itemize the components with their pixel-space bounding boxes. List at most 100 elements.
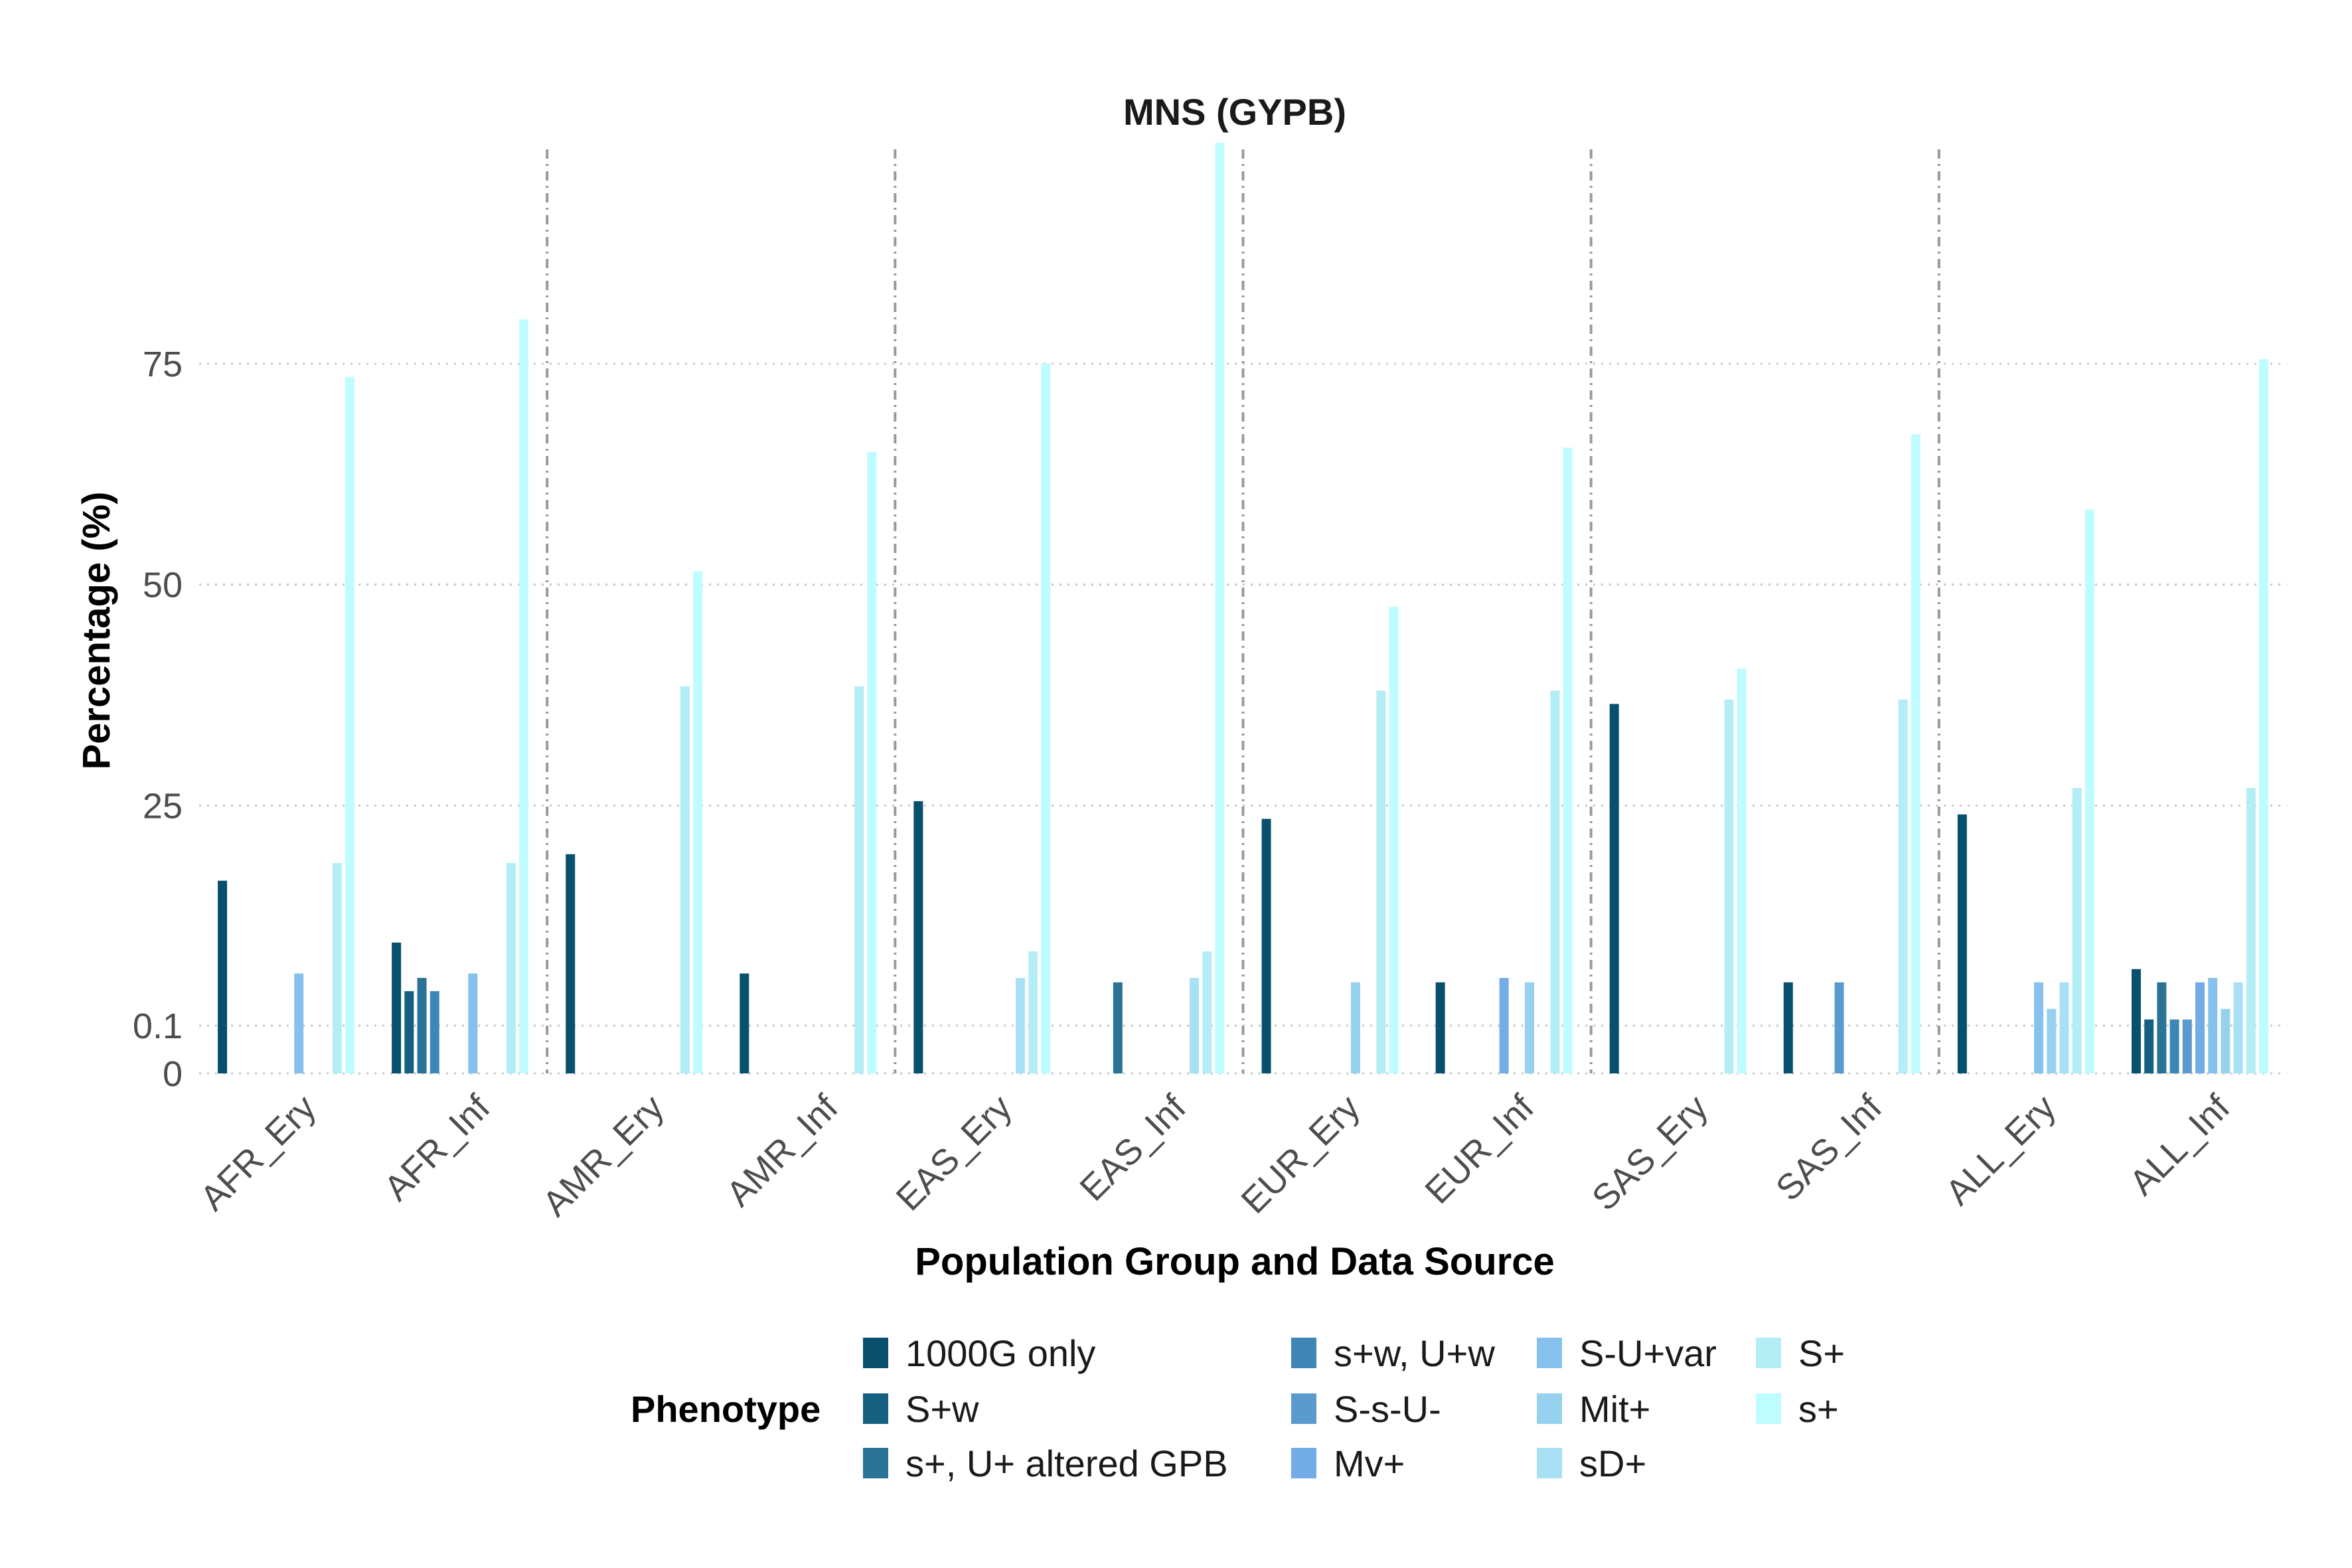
bar <box>1563 447 1573 1073</box>
y-tick-label: 75 <box>143 345 183 384</box>
y-tick-label: 0 <box>163 1054 183 1094</box>
bar <box>2258 359 2268 1073</box>
bar <box>430 991 439 1073</box>
bar <box>740 973 749 1073</box>
x-tick-label: EUR_Ery <box>1233 1087 1368 1221</box>
bar <box>2131 969 2141 1073</box>
bar <box>1215 143 1225 1073</box>
legend-key <box>1291 1338 1316 1368</box>
x-axis-ticks: AFR_Ery AFR_Inf AMR_Ery AMR_Inf EAS_Ery EAS_I… <box>193 1087 2238 1223</box>
bar <box>2059 982 2069 1073</box>
bar <box>2034 982 2044 1073</box>
bar <box>2221 1008 2231 1073</box>
legend-label: s+w, U+w <box>1334 1332 1495 1374</box>
legend-key <box>1537 1338 1562 1368</box>
legend-label: S+ <box>1798 1332 1845 1374</box>
x-tick-label: ALL_Inf <box>2122 1087 2238 1203</box>
bar <box>2195 982 2205 1073</box>
legend-key <box>1291 1448 1316 1478</box>
bar <box>1389 606 1399 1073</box>
legend-label: S+w <box>905 1388 979 1430</box>
bar <box>1957 814 1967 1073</box>
bar <box>2144 1019 2154 1073</box>
bar <box>680 686 690 1073</box>
bar <box>2182 1019 2192 1073</box>
bar <box>519 319 529 1074</box>
bar <box>1783 982 1793 1073</box>
bar <box>566 854 576 1073</box>
bar <box>1550 690 1560 1073</box>
x-tick-label: SAS_Inf <box>1768 1087 1890 1208</box>
bar <box>2246 787 2256 1073</box>
bar <box>332 863 342 1073</box>
bar <box>1261 819 1271 1073</box>
y-tick-label: 25 <box>143 786 183 826</box>
legend-label: 1000G only <box>905 1332 1095 1374</box>
chart-title: MNS (GYPB) <box>1123 91 1346 133</box>
x-tick-label: AMR_Inf <box>719 1087 846 1214</box>
legend-key <box>863 1448 888 1478</box>
bar <box>2208 978 2218 1073</box>
legend-key <box>1537 1393 1562 1424</box>
bar <box>294 973 304 1073</box>
legend-key <box>1537 1448 1562 1478</box>
bar <box>2169 1019 2179 1073</box>
legend-label: S-s-U- <box>1334 1388 1441 1430</box>
legend-key <box>863 1338 888 1368</box>
bar <box>2072 787 2082 1073</box>
bar <box>1834 982 1844 1073</box>
bar <box>2047 1008 2057 1073</box>
x-tick-label: EAS_Ery <box>889 1087 1020 1218</box>
x-tick-label: EUR_Inf <box>1417 1087 1541 1211</box>
x-tick-label: SAS_Ery <box>1585 1087 1715 1218</box>
legend: Phenotype 1000G only S+w s+, U+ altered GP… <box>631 1332 1845 1484</box>
bar <box>2157 982 2167 1073</box>
bar <box>417 978 427 1073</box>
legend-label: sD+ <box>1579 1443 1646 1484</box>
y-axis-title: Percentage (%) <box>75 491 118 769</box>
bar <box>867 451 877 1073</box>
x-tick-label: AFR_Inf <box>376 1087 498 1208</box>
legend-title: Phenotype <box>631 1388 821 1430</box>
bar <box>1525 982 1535 1073</box>
bar <box>2233 982 2243 1073</box>
legend-key <box>1756 1393 1781 1424</box>
x-tick-label: EAS_Inf <box>1072 1087 1194 1208</box>
legend-label: s+ <box>1798 1388 1839 1430</box>
legend-key <box>863 1393 888 1424</box>
bar <box>1041 363 1051 1074</box>
bar <box>1202 951 1212 1073</box>
legend-label: Mv+ <box>1334 1443 1405 1484</box>
bar <box>1350 982 1360 1073</box>
x-tick-label: ALL_Ery <box>1938 1087 2063 1213</box>
legend-label: s+, U+ altered GPB <box>905 1443 1228 1484</box>
legend-label: S-U+var <box>1579 1332 1717 1374</box>
bar <box>404 991 414 1073</box>
bar <box>1376 690 1386 1073</box>
bar <box>1898 699 1908 1073</box>
bar <box>913 801 923 1073</box>
bar <box>1499 978 1509 1073</box>
group-separators <box>546 149 1940 1073</box>
x-tick-label: AMR_Ery <box>535 1087 672 1224</box>
bar <box>345 376 355 1074</box>
legend-key <box>1756 1338 1781 1368</box>
bar <box>1190 978 1200 1073</box>
legend-label: Mit+ <box>1579 1388 1650 1430</box>
legend-key <box>1291 1393 1316 1424</box>
bar <box>1724 699 1734 1073</box>
bar <box>1911 434 1921 1073</box>
bar <box>218 880 228 1073</box>
x-tick-label: AFR_Ery <box>193 1087 323 1218</box>
bar <box>1015 978 1025 1073</box>
bar <box>1737 668 1747 1073</box>
bar <box>2084 509 2094 1073</box>
bar <box>1028 951 1038 1073</box>
y-axis-ticks: 0 0.1 25 50 75 <box>133 345 183 1094</box>
bar <box>468 973 478 1073</box>
bar <box>1609 704 1619 1073</box>
bar <box>854 686 864 1073</box>
bar <box>506 863 516 1073</box>
bars <box>218 143 2268 1074</box>
